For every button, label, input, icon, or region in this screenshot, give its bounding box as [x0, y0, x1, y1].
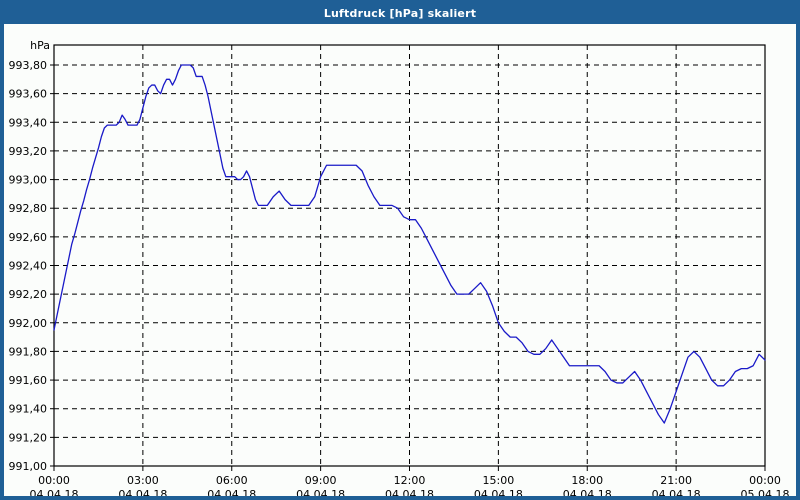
- x-axis-tick-label-time: 09:00: [305, 474, 337, 487]
- y-axis-tick-label: 993,60: [9, 88, 48, 101]
- y-axis-tick-label: 993,80: [9, 59, 48, 72]
- x-axis-tick-label-date: 04.04.18: [474, 488, 523, 496]
- x-axis-tick-labels: 00:0004.04.1803:0004.04.1806:0004.04.180…: [30, 474, 790, 496]
- y-axis-tick-label: 992,40: [9, 260, 48, 273]
- y-axis-tick-label: 991,20: [9, 431, 48, 444]
- x-axis-tick-label-date: 04.04.18: [563, 488, 612, 496]
- y-axis-tick-label: 992,60: [9, 231, 48, 244]
- y-axis-tick-label: 991,60: [9, 374, 48, 387]
- y-axis-tick-label: 992,80: [9, 202, 48, 215]
- x-axis-gridlines: [53, 45, 766, 471]
- x-axis-tick-label-date: 04.04.18: [207, 488, 256, 496]
- page-title: Luftdruck [hPa] skaliert: [323, 7, 477, 20]
- y-axis-tick-label: 993,40: [9, 116, 48, 129]
- x-axis-tick-label-time: 00:00: [749, 474, 781, 487]
- x-axis-tick-label-time: 18:00: [571, 474, 603, 487]
- y-axis-tick-label: 991,80: [9, 345, 48, 358]
- y-axis-tick-labels: 991,00 991,20 991,40 991,60 991,80 992,00 992,…: [9, 59, 48, 473]
- y-axis-tick-label: 991,00: [9, 460, 48, 473]
- y-axis-tick-label: 991,40: [9, 403, 48, 416]
- y-axis-tick-label: 992,00: [9, 317, 48, 330]
- x-axis-tick-label-date: 04.04.18: [652, 488, 701, 496]
- x-axis-tick-label-date: 04.04.18: [118, 488, 167, 496]
- window-title-bar: Luftdruck [hPa] skaliert: [4, 4, 796, 24]
- y-axis-tick-label: 993,20: [9, 145, 48, 158]
- y-axis-tick-label: 993,00: [9, 174, 48, 187]
- x-axis-tick-label-time: 06:00: [216, 474, 248, 487]
- x-axis-tick-label-time: 00:00: [38, 474, 70, 487]
- y-axis-unit-label: hPa: [30, 39, 50, 52]
- pressure-line-chart: hPa 991,00 991,20 991,40 991,60 991,80 992,00…: [9, 39, 790, 496]
- pressure-data-line: [53, 64, 766, 424]
- x-axis-tick-label-time: 12:00: [394, 474, 426, 487]
- plot-area-frame: [53, 44, 766, 467]
- x-axis-tick-label-date: 04.04.18: [296, 488, 345, 496]
- x-axis-tick-label-date: 04.04.18: [30, 488, 79, 496]
- y-axis-gridlines: [50, 64, 765, 467]
- chart-canvas: hPa 991,00 991,20 991,40 991,60 991,80 992,00…: [4, 24, 796, 496]
- x-axis-tick-label-date: 05.04.18: [741, 488, 790, 496]
- x-axis-tick-label-date: 04.04.18: [385, 488, 434, 496]
- x-axis-tick-label-time: 15:00: [483, 474, 515, 487]
- y-axis-tick-label: 992,20: [9, 288, 48, 301]
- x-axis-tick-label-time: 21:00: [660, 474, 692, 487]
- x-axis-tick-label-time: 03:00: [127, 474, 159, 487]
